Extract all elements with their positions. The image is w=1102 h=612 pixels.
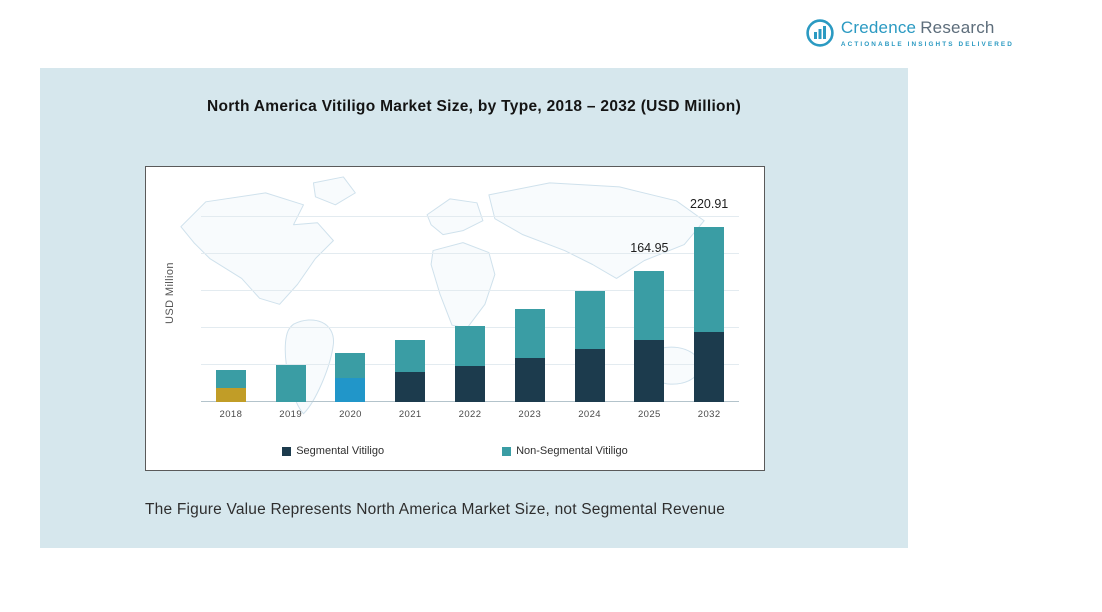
legend-swatch <box>282 446 292 456</box>
bar-segment-segmental <box>455 365 486 402</box>
stacked-bar-2018 <box>215 369 246 402</box>
x-axis-label: 2024 <box>578 409 601 420</box>
bar-group-2025: 164.95 2025 <box>619 182 679 420</box>
bar-segment-non-segmental <box>634 271 665 341</box>
brand-name-primary: Credence <box>840 18 917 37</box>
x-axis-label: 2023 <box>518 409 542 420</box>
stacked-bar-2024 <box>574 291 605 402</box>
bar-segment-non-segmental <box>275 364 306 402</box>
bar-group-2023: 2023 <box>500 182 560 420</box>
bar-group-2019: 2019 <box>261 182 321 420</box>
legend-label: Segmental Vitiligo <box>296 445 385 457</box>
x-axis-label: 2020 <box>339 409 362 420</box>
legend-item: Segmental Vitiligo <box>282 445 384 457</box>
legend: Segmental Vitiligo Non-Segmental Vitiligo <box>146 445 764 457</box>
stacked-bar-2022 <box>455 325 486 402</box>
y-axis-label: USD Million <box>164 262 176 324</box>
bar-group-2020: 2020 <box>321 182 381 420</box>
bar-value-label: 164.95 <box>630 241 669 256</box>
stacked-bar-2020 <box>335 352 366 402</box>
bar-value-label: 220.91 <box>690 196 729 211</box>
footnote: The Figure Value Represents North Americ… <box>145 501 726 518</box>
bar-segment-non-segmental <box>574 291 605 349</box>
bar-segment-non-segmental <box>215 369 246 388</box>
stacked-bar-2021 <box>395 340 426 402</box>
bar-segment-non-segmental <box>514 309 545 358</box>
x-axis-label: 2021 <box>398 409 422 420</box>
brand-logo: Credence Research Actionable Insights Del… <box>806 18 1014 48</box>
bar-plot: 2018 2019 2020 2021 2022 2023 2024 164.95 2025 22… <box>201 182 739 420</box>
stacked-bar-2019 <box>275 364 306 402</box>
bar-segment-segmental <box>335 378 366 402</box>
bar-segment-segmental <box>574 348 605 402</box>
legend-item: Non-Segmental Vitiligo <box>502 445 628 457</box>
bar-group-2032: 220.91 2032 <box>679 182 739 420</box>
chart-area: USD Million 2018 2019 2020 2021 2022 2023 2024… <box>145 166 765 471</box>
x-axis-label: 2019 <box>279 409 303 420</box>
bar-chart-logo-icon <box>806 19 834 48</box>
stacked-bar-2023 <box>514 309 545 402</box>
bar-segment-non-segmental <box>335 352 366 379</box>
bar-segment-non-segmental <box>455 325 486 366</box>
legend-swatch <box>502 446 512 456</box>
chart-title: North America Vitiligo Market Size, by T… <box>206 98 742 115</box>
bar-segment-segmental <box>395 371 426 402</box>
bar-group-2018: 2018 <box>201 182 261 420</box>
bar-group-2022: 2022 <box>440 182 500 420</box>
bar-segment-non-segmental <box>395 340 426 372</box>
brand-name-secondary: Research <box>920 18 995 37</box>
chart-panel: North America Vitiligo Market Size, by T… <box>40 68 908 548</box>
x-axis-label: 2022 <box>458 409 482 420</box>
x-axis-label: 2025 <box>637 409 661 420</box>
bar-segment-segmental <box>514 357 545 402</box>
brand-name: Credence Research <box>840 18 1014 38</box>
legend-label: Non-Segmental Vitiligo <box>516 445 628 457</box>
bar-segment-segmental <box>215 387 246 402</box>
bar-segment-segmental <box>634 340 665 402</box>
bar-group-2021: 2021 <box>380 182 440 420</box>
bar-segment-segmental <box>694 332 725 402</box>
bar-group-2024: 2024 <box>560 182 620 420</box>
bar-segment-non-segmental <box>694 226 725 333</box>
x-axis-label: 2032 <box>697 409 721 420</box>
stacked-bar-2032 <box>694 226 725 402</box>
x-axis-label: 2018 <box>219 409 243 420</box>
stacked-bar-2025 <box>634 271 665 402</box>
brand-tagline: Actionable Insights Delivered <box>840 40 1014 48</box>
